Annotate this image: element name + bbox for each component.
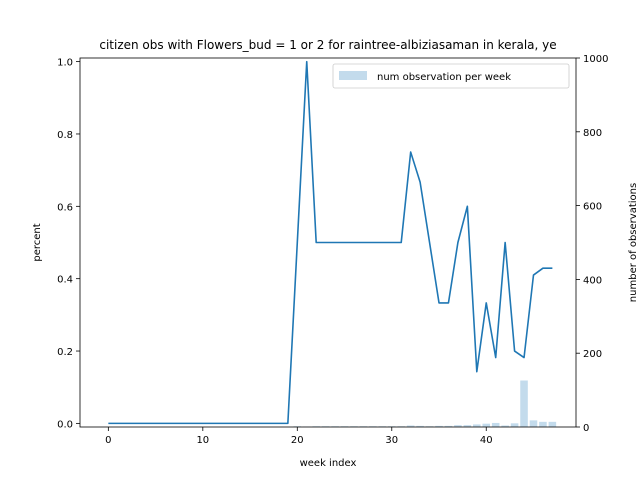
bar (539, 421, 547, 427)
bar (491, 422, 500, 427)
legend-swatch (339, 71, 367, 80)
bar (473, 424, 481, 427)
legend-label: num observation per week (377, 72, 511, 83)
axes-layer: 0 10 20 30 40 0.0 0.2 0.4 0.6 0.8 1.0 0 200 400 600 800… (57, 54, 608, 446)
bar (520, 380, 528, 427)
bar (501, 425, 509, 427)
bars-layer (293, 380, 557, 427)
x-tick-label: 0 (105, 435, 111, 446)
y-tick-label: 0.8 (57, 130, 73, 141)
line-layer (108, 60, 553, 425)
x-tick-label: 40 (480, 435, 493, 446)
x-tick-label: 20 (291, 435, 304, 446)
y-tick-label: 0.0 (57, 419, 73, 430)
y-right-tick-label: 0 (583, 423, 589, 434)
bar (482, 423, 491, 427)
bar (435, 425, 443, 427)
y-right-tick-label: 800 (583, 128, 602, 139)
bar (416, 425, 424, 427)
bar (510, 423, 519, 427)
bar (463, 425, 472, 427)
legend-box (332, 63, 570, 89)
y-right-tick-label: 400 (583, 275, 602, 286)
y-right-tick-label: 1000 (583, 54, 608, 65)
bar (454, 425, 462, 427)
bar (548, 421, 557, 427)
legend: num observation per week (332, 63, 570, 89)
bar (444, 425, 453, 427)
y-tick-label: 0.4 (57, 275, 73, 286)
y-tick-label: 0.2 (57, 347, 73, 358)
x-axis-label: week index (300, 458, 357, 469)
x-tick-label: 30 (385, 435, 398, 446)
y-right-tick-label: 600 (583, 202, 602, 213)
bar (406, 425, 415, 427)
y-tick-label: 0.6 (57, 202, 73, 213)
bar (529, 420, 538, 427)
series-line (108, 60, 553, 425)
y-tick-label: 1.0 (57, 58, 73, 69)
y-right-tick-label: 200 (583, 349, 602, 360)
x-tick-label: 10 (196, 435, 209, 446)
chart-title: citizen obs with Flowers_bud = 1 or 2 fo… (99, 38, 556, 52)
y-axis-label: percent (32, 223, 43, 261)
y-axis-label-right: number of observations (628, 183, 639, 302)
plot-frame (79, 57, 577, 428)
